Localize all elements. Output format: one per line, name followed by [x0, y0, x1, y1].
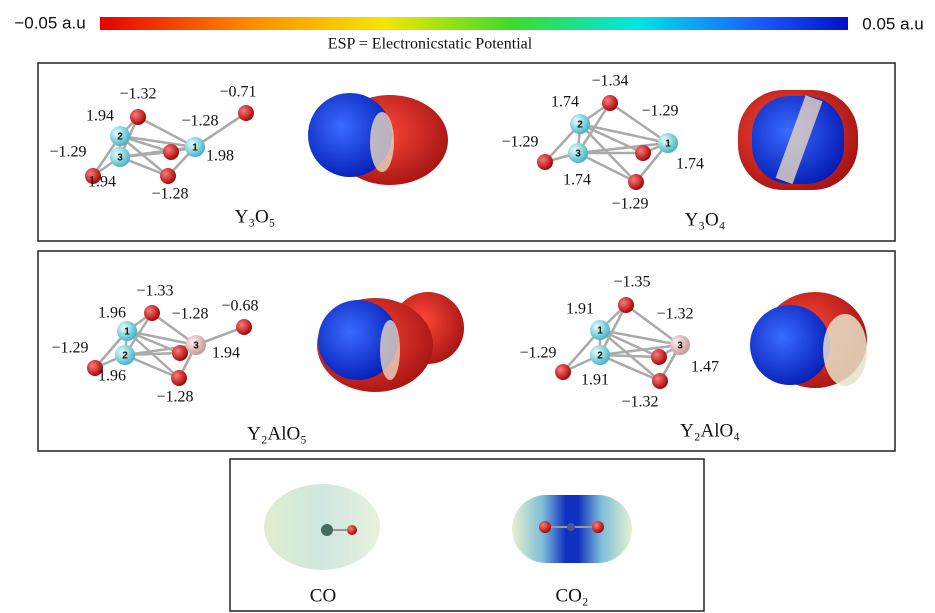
esp-surface [317, 292, 464, 392]
value-label: −1.28 [181, 113, 218, 130]
value-label: −1.28 [171, 306, 208, 323]
oxygen-atom [160, 168, 176, 184]
color-bar [100, 17, 848, 30]
value-label: −1.34 [591, 73, 628, 90]
atom-number: 2 [577, 120, 583, 131]
body: −0.05 a.u 0.05 a.u ESP = Electronicstati… [0, 0, 935, 613]
figure: −0.05 a.u 0.05 a.u ESP = Electronicstati… [0, 0, 935, 613]
esp-surface [750, 292, 867, 388]
molecule-name: CO [310, 585, 336, 606]
value-label: 1.74 [676, 156, 704, 173]
page: ESP figure {"color_scale": {"min_label":… [0, 0, 935, 613]
oxygen-atom [238, 105, 254, 121]
oxygen-atom [635, 145, 651, 161]
molecule-name: Y₂AlO₄ [680, 420, 740, 441]
oxygen-atom [618, 297, 634, 313]
oxygen-atom [628, 174, 644, 190]
oxygen-atom [130, 109, 146, 125]
value-label: 1.74 [563, 172, 591, 189]
atom-number: 3 [575, 149, 581, 160]
atom-number: 2 [117, 132, 123, 143]
oxygen-atom [602, 95, 618, 111]
co2-surface [512, 495, 632, 563]
atom-number: 3 [193, 341, 199, 352]
value-label: 1.91 [566, 301, 594, 318]
value-label: −0.71 [219, 84, 256, 101]
value-label: −1.29 [49, 144, 86, 161]
value-label: −1.35 [613, 274, 650, 291]
oxygen-atom [171, 370, 187, 386]
value-label: −1.28 [151, 186, 188, 203]
bond [600, 345, 680, 355]
value-label: −1.29 [51, 340, 88, 357]
value-label: −1.29 [519, 345, 556, 362]
esp-surface [308, 93, 448, 185]
oxygen-atom [651, 349, 667, 365]
value-label: −0.68 [221, 298, 258, 315]
value-label: −1.28 [156, 389, 193, 406]
value-label: −1.32 [621, 394, 658, 411]
oxygen-atom [144, 305, 160, 321]
value-label: 1.96 [98, 305, 126, 322]
oxygen-atom [172, 345, 188, 361]
value-label: −1.29 [501, 134, 538, 151]
oxygen-atom [652, 373, 668, 389]
value-label: −1.29 [641, 103, 678, 120]
value-label: 1.94 [212, 345, 240, 362]
atom-number: 1 [124, 327, 130, 338]
atom-number: 2 [122, 351, 128, 362]
molecule-name: CO₂ [555, 585, 588, 606]
value-label: −1.32 [119, 86, 156, 103]
atom-number: 1 [192, 143, 198, 154]
atom-number: 3 [117, 153, 123, 164]
scale-min-label: −0.05 a.u [14, 13, 85, 32]
atom-number: 1 [665, 139, 671, 150]
molecule-name: Y₂AlO₅ [247, 423, 307, 444]
value-label: 1.74 [551, 94, 579, 111]
esp-surface [738, 90, 858, 190]
scale-max-label: 0.05 a.u [862, 14, 923, 33]
value-label: 1.47 [691, 359, 719, 376]
atom-number: 3 [677, 341, 683, 352]
co-surface [264, 484, 380, 570]
atom-number: 2 [597, 351, 603, 362]
value-label: 1.94 [88, 174, 116, 191]
atom-number: 1 [597, 326, 603, 337]
value-label: 1.91 [581, 372, 609, 389]
oxygen-atom [163, 144, 179, 160]
oxygen-atom [537, 154, 553, 170]
value-label: −1.32 [656, 306, 693, 323]
value-label: −1.29 [611, 196, 648, 213]
value-label: 1.96 [98, 368, 126, 385]
molecule-name: Y₃O₄ [685, 209, 726, 230]
oxygen-atom [236, 319, 252, 335]
value-label: 1.98 [206, 148, 234, 165]
value-label: −1.33 [136, 283, 173, 300]
molecule-name: Y₃O₅ [235, 206, 276, 227]
oxygen-atom [555, 364, 571, 380]
value-label: 1.94 [86, 108, 114, 125]
scale-caption: ESP = Electronicstatic Potential [328, 36, 533, 53]
